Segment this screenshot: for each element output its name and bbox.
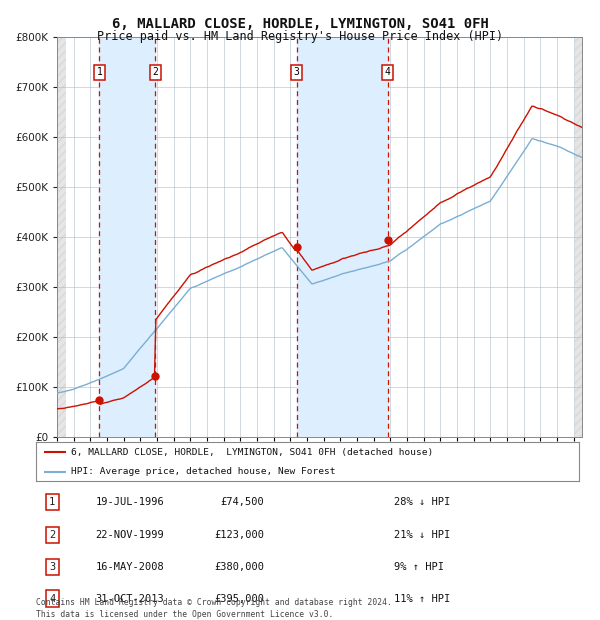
Text: 6, MALLARD CLOSE, HORDLE,  LYMINGTON, SO41 0FH (detached house): 6, MALLARD CLOSE, HORDLE, LYMINGTON, SO4… xyxy=(71,448,434,457)
Text: Price paid vs. HM Land Registry's House Price Index (HPI): Price paid vs. HM Land Registry's House … xyxy=(97,30,503,43)
Text: 4: 4 xyxy=(49,593,55,603)
Text: £74,500: £74,500 xyxy=(220,497,264,507)
Text: 4: 4 xyxy=(385,67,391,78)
Text: 19-JUL-1996: 19-JUL-1996 xyxy=(96,497,164,507)
Text: £395,000: £395,000 xyxy=(214,593,264,603)
Text: £380,000: £380,000 xyxy=(214,562,264,572)
Text: 16-MAY-2008: 16-MAY-2008 xyxy=(96,562,164,572)
Text: 1: 1 xyxy=(97,67,102,78)
Bar xyxy=(296,37,388,437)
Text: 31-OCT-2013: 31-OCT-2013 xyxy=(96,593,164,603)
Bar xyxy=(57,37,66,437)
Text: 2: 2 xyxy=(49,530,55,540)
Text: 9% ↑ HPI: 9% ↑ HPI xyxy=(394,562,445,572)
Text: HPI: Average price, detached house, New Forest: HPI: Average price, detached house, New … xyxy=(71,467,336,476)
Text: 3: 3 xyxy=(293,67,299,78)
Text: 1: 1 xyxy=(49,497,55,507)
Text: 3: 3 xyxy=(49,562,55,572)
Bar xyxy=(100,37,155,437)
Text: 28% ↓ HPI: 28% ↓ HPI xyxy=(394,497,451,507)
Text: £123,000: £123,000 xyxy=(214,530,264,540)
Text: 22-NOV-1999: 22-NOV-1999 xyxy=(96,530,164,540)
Text: Contains HM Land Registry data © Crown copyright and database right 2024.
This d: Contains HM Land Registry data © Crown c… xyxy=(36,598,392,619)
Text: 6, MALLARD CLOSE, HORDLE, LYMINGTON, SO41 0FH: 6, MALLARD CLOSE, HORDLE, LYMINGTON, SO4… xyxy=(112,17,488,32)
Text: 21% ↓ HPI: 21% ↓ HPI xyxy=(394,530,451,540)
Text: 11% ↑ HPI: 11% ↑ HPI xyxy=(394,593,451,603)
Text: 2: 2 xyxy=(152,67,158,78)
Bar xyxy=(575,37,582,437)
